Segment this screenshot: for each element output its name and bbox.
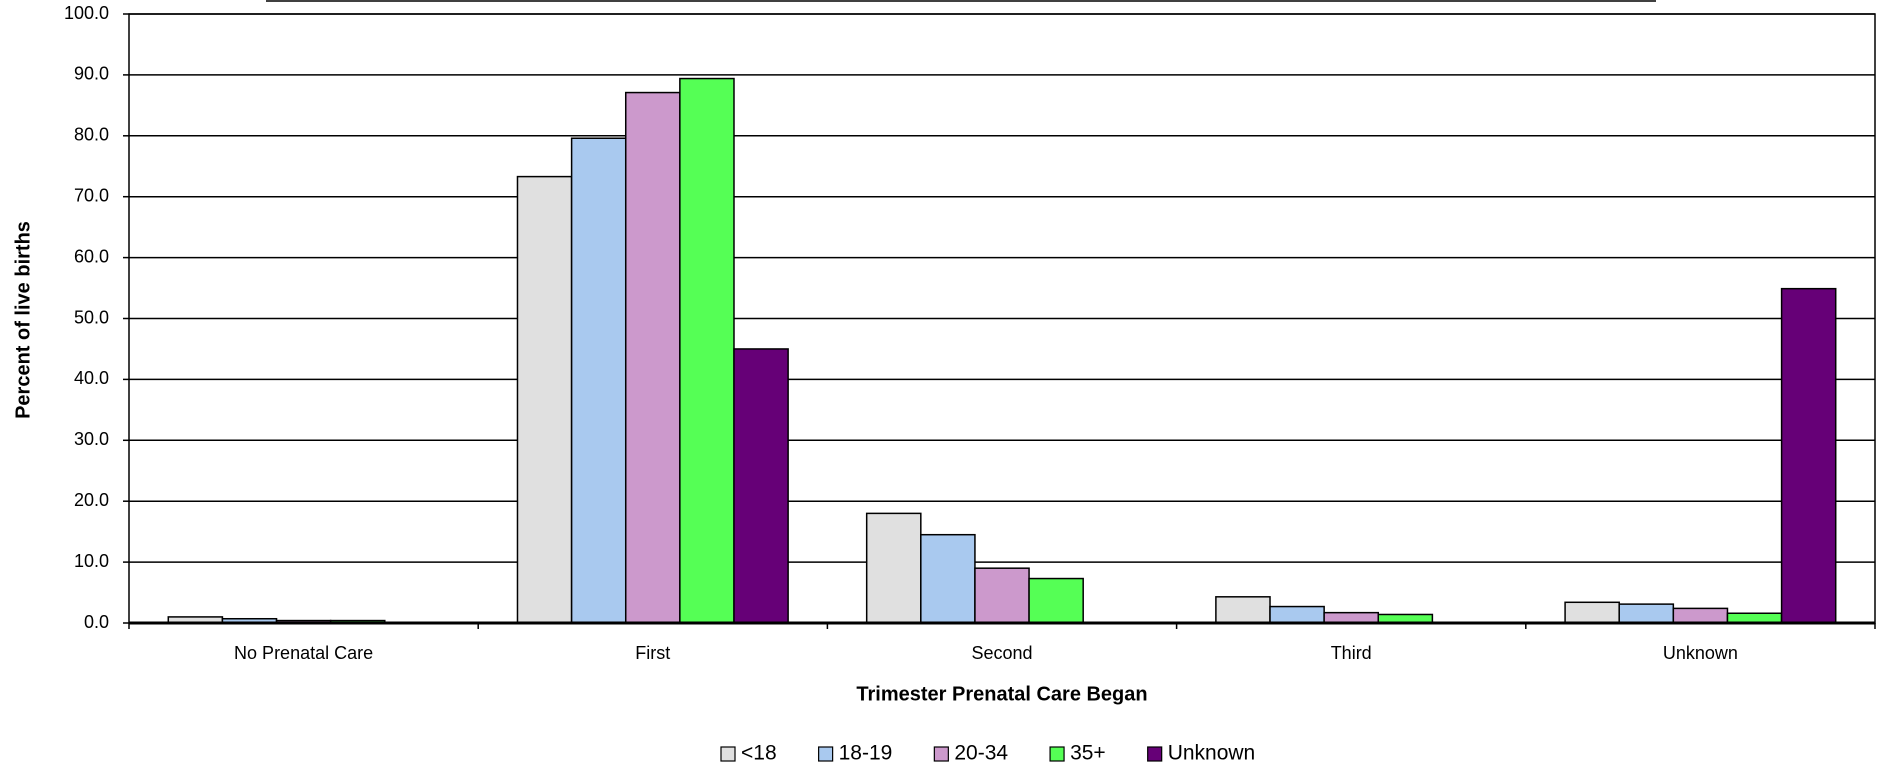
legend-swatch	[1147, 746, 1163, 762]
x-tick-label: No Prenatal Care	[234, 643, 373, 663]
y-tick-label: 10.0	[74, 551, 109, 571]
legend-label: 35+	[1070, 742, 1106, 765]
y-tick-label: 0.0	[84, 612, 109, 632]
bar	[1618, 603, 1675, 624]
legend-label: 18-19	[839, 742, 893, 765]
bar	[920, 533, 976, 624]
bar	[1269, 605, 1325, 624]
legend-label: Unknown	[1168, 742, 1256, 765]
bar	[1028, 577, 1084, 624]
y-tick-label: 60.0	[74, 246, 109, 266]
bar	[1564, 601, 1620, 624]
bar	[679, 77, 735, 624]
y-tick-label: 100.0	[64, 3, 109, 23]
y-axis-label: Percent of live births	[12, 221, 34, 419]
legend-swatch	[818, 746, 834, 762]
bar	[570, 137, 627, 624]
bar	[865, 512, 922, 624]
legend-label: 20-34	[954, 742, 1008, 765]
legend-swatch	[720, 746, 736, 762]
y-tick-label: 90.0	[74, 64, 109, 84]
bar	[1323, 611, 1380, 624]
y-tick-label: 20.0	[74, 490, 109, 510]
bar	[733, 348, 789, 624]
x-tick-label: Third	[1331, 643, 1372, 663]
bar	[1215, 596, 1271, 624]
bar	[974, 567, 1030, 624]
legend-swatch	[1049, 746, 1065, 762]
y-tick-label: 40.0	[74, 368, 109, 388]
bar	[624, 91, 681, 624]
bar	[1672, 607, 1729, 624]
x-tick-label: First	[635, 643, 670, 663]
legend-swatch	[933, 746, 949, 762]
y-tick-label: 30.0	[74, 429, 109, 449]
bar	[1780, 287, 1837, 624]
bar	[516, 175, 573, 624]
x-tick-label: Second	[971, 643, 1032, 663]
legend-label: <18	[741, 742, 777, 765]
y-tick-label: 50.0	[74, 307, 109, 327]
y-tick-label: 80.0	[74, 125, 109, 145]
x-tick-label: Unknown	[1663, 643, 1738, 663]
y-tick-label: 70.0	[74, 185, 109, 205]
x-axis-label: Trimester Prenatal Care Began	[856, 683, 1147, 705]
